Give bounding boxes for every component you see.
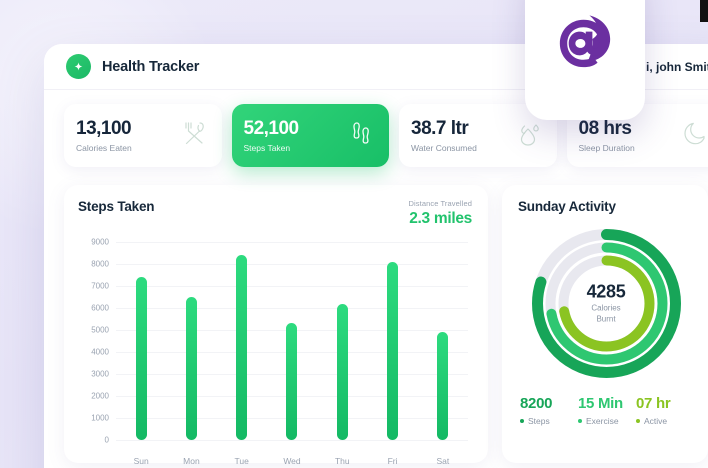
y-axis-tick: 6000 xyxy=(91,303,109,313)
sparkle-icon xyxy=(66,54,91,79)
stat-value: 07 hr xyxy=(636,395,671,412)
active-ring[interactable] xyxy=(558,255,654,352)
bar-fri[interactable] xyxy=(387,261,399,440)
gridline: 7000 xyxy=(91,282,468,291)
stat-value: 15 Min xyxy=(578,395,623,412)
distance-label: Distance Travelled xyxy=(408,199,472,208)
x-axis-label: Fri xyxy=(387,456,398,466)
steps-bar-chart: 9000 8000 7000 6000 5000 4000 3000 2000 1000 0 Su… xyxy=(78,238,472,466)
y-axis-tick: 4000 xyxy=(91,347,109,357)
stat-dot xyxy=(578,419,582,423)
steps-ring[interactable] xyxy=(531,229,681,378)
bar-slot xyxy=(166,242,216,440)
footprints-icon xyxy=(345,117,377,154)
chart-x-axis-labels: Sun Mon Tue Wed Thu Fri Sat xyxy=(116,456,468,466)
stat-active: 07 hr Active xyxy=(636,395,694,426)
y-axis-tick: 2000 xyxy=(91,391,109,401)
y-axis-tick: 8000 xyxy=(91,259,109,269)
x-axis-label: Thu xyxy=(334,456,350,466)
stat-dot xyxy=(520,419,524,423)
stat-label: Exercise xyxy=(586,416,619,426)
bar-mon[interactable] xyxy=(185,297,197,440)
fork-spoon-icon xyxy=(178,117,210,154)
bar-sat[interactable] xyxy=(437,332,449,440)
bar-slot xyxy=(367,242,417,440)
x-axis-label: Tue xyxy=(234,456,249,466)
kpi-strip: 13,100 Calories Eaten 52,100 Steps Taken xyxy=(44,90,708,177)
panels-row: Steps Taken Distance Travelled 2.3 miles… xyxy=(44,177,708,466)
donut-caption-line1: Calories xyxy=(591,303,621,313)
exercise-ring[interactable] xyxy=(545,242,667,365)
activity-stats: 8200 Steps 15 Min Exercise 07 hr xyxy=(518,395,694,426)
brand-title: Health Tracker xyxy=(102,58,200,75)
y-axis-tick: 0 xyxy=(104,435,109,445)
water-drop-icon xyxy=(513,117,545,154)
panel-title: Steps Taken xyxy=(78,199,155,214)
x-axis-label: Sat xyxy=(436,456,450,466)
bar-sun[interactable] xyxy=(135,277,147,440)
kpi-value: 38.7 ltr xyxy=(411,117,469,139)
chart-plot-area: 9000 8000 7000 6000 5000 4000 3000 2000 1000 0 xyxy=(91,238,468,445)
at-flame-logo xyxy=(559,15,611,68)
bar-slot xyxy=(267,242,317,440)
donut-value: 4285 xyxy=(586,281,626,302)
kpi-value: 08 hrs xyxy=(578,117,632,139)
stat-exercise: 15 Min Exercise xyxy=(578,395,636,426)
stat-label: Steps xyxy=(528,416,550,426)
user-greeting: i, john Smith xyxy=(646,59,708,74)
donut-center-text: 4285 Calories Burnt xyxy=(587,281,626,326)
bar-slot xyxy=(217,242,267,440)
stat-label: Active xyxy=(644,416,668,426)
stat-steps: 8200 Steps xyxy=(520,395,578,426)
sunday-activity-panel: Sunday Activity 4285 Calories Burnt 8200 xyxy=(502,185,708,463)
bar-slot xyxy=(418,242,468,440)
kpi-value: 13,100 xyxy=(76,117,132,139)
stat-value: 8200 xyxy=(520,395,553,412)
corner-marker xyxy=(700,0,708,22)
brand[interactable]: Health Tracker xyxy=(66,54,199,79)
gridline: 8000 xyxy=(91,260,468,269)
kpi-label: Sleep Duration xyxy=(578,143,635,154)
donut-caption-line2: Burnt xyxy=(596,315,616,324)
kpi-value: 52,100 xyxy=(243,117,300,139)
steps-chart-header: Steps Taken Distance Travelled 2.3 miles xyxy=(78,199,472,228)
panel-title: Sunday Activity xyxy=(518,199,616,214)
y-axis-tick: 9000 xyxy=(91,237,109,247)
y-axis-tick: 7000 xyxy=(91,281,109,291)
bar-slot xyxy=(317,242,367,440)
gridline: 0 xyxy=(105,436,468,445)
steps-chart-panel: Steps Taken Distance Travelled 2.3 miles… xyxy=(64,185,488,466)
bar-wed[interactable] xyxy=(286,323,298,440)
bar-tue[interactable] xyxy=(236,255,248,440)
kpi-label: Calories Eaten xyxy=(76,143,132,154)
floating-logo-card[interactable] xyxy=(525,0,645,120)
gridline: 9000 xyxy=(91,238,468,247)
x-axis-label: Mon xyxy=(183,456,200,466)
bar-thu[interactable] xyxy=(336,303,348,440)
x-axis-label: Wed xyxy=(283,456,301,466)
activity-donut-wrap: 4285 Calories Burnt xyxy=(518,226,694,381)
kpi-label: Steps Taken xyxy=(243,143,291,154)
gridline: 6000 xyxy=(91,303,468,312)
y-axis-tick: 5000 xyxy=(91,325,109,335)
y-axis-tick: 3000 xyxy=(91,369,109,379)
activity-donut: 4285 Calories Burnt xyxy=(529,226,684,381)
chart-bars xyxy=(116,242,468,440)
kpi-card-calories-eaten[interactable]: 13,100 Calories Eaten xyxy=(64,104,222,167)
kpi-card-steps-taken[interactable]: 52,100 Steps Taken xyxy=(231,104,389,167)
y-axis-tick: 1000 xyxy=(91,413,109,423)
kpi-label: Water Consumed xyxy=(411,143,477,154)
distance-travelled: Distance Travelled 2.3 miles xyxy=(409,199,473,228)
distance-value: 2.3 miles xyxy=(409,210,472,227)
x-axis-label: Sun xyxy=(133,456,149,466)
moon-icon xyxy=(680,117,708,154)
stat-dot xyxy=(636,419,640,423)
bar-slot xyxy=(116,242,166,440)
kpi-card-water-consumed[interactable]: 38.7 ltr Water Consumed xyxy=(399,104,557,167)
